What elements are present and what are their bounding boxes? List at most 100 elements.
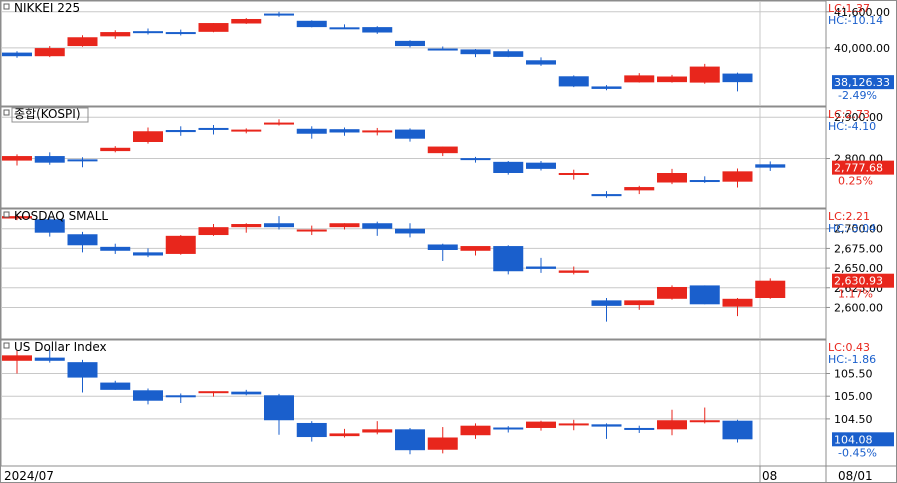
candle (722, 298, 753, 317)
candle-body (395, 429, 425, 451)
price-tag (832, 75, 894, 90)
price-label: 2,630.93 (834, 275, 883, 288)
candle (395, 427, 425, 455)
candle (526, 161, 556, 171)
candle-body (231, 129, 262, 132)
candle (231, 18, 262, 24)
candle (591, 85, 622, 91)
lc-label: LC:2.73 (828, 108, 870, 121)
hc-label: HC:-4.10 (828, 120, 876, 133)
candle (624, 73, 655, 83)
candle (689, 176, 720, 183)
candle (67, 157, 98, 168)
candle-body (264, 223, 294, 228)
candle-body (689, 180, 720, 183)
candle-body (67, 362, 98, 378)
candle-body (591, 86, 622, 89)
candle (296, 20, 327, 28)
candle (526, 420, 556, 431)
candle-body (2, 216, 32, 219)
candle-body (493, 51, 524, 57)
candle (296, 225, 327, 236)
panel-title-box (11, 107, 89, 123)
candle (34, 152, 65, 165)
candle-body (689, 66, 720, 83)
candle-body (657, 286, 687, 299)
candle-body (2, 156, 32, 161)
candle-body (427, 146, 458, 154)
panel-marker (3, 3, 10, 10)
candle (329, 24, 360, 30)
y-tick-label: 2,675.00 (834, 242, 883, 255)
candle (34, 217, 65, 237)
candle (165, 235, 196, 255)
candle (722, 419, 753, 443)
candle-body (558, 270, 589, 273)
y-tick-label: 2,900.00 (834, 111, 883, 124)
candle-body (2, 52, 32, 57)
candle (395, 223, 425, 238)
candle (34, 349, 65, 363)
candle (657, 285, 687, 300)
candle-body (329, 433, 360, 437)
candle-body (34, 156, 65, 163)
candle-body (395, 40, 425, 47)
candle (133, 388, 163, 405)
y-tick-label: 105.00 (834, 390, 873, 403)
candle-body (657, 420, 687, 430)
candle (395, 128, 425, 142)
price-tag (832, 273, 894, 288)
candle-body (624, 300, 655, 306)
candle (722, 168, 753, 188)
candle-body (198, 127, 229, 130)
candle (558, 75, 589, 88)
candle-body (133, 390, 163, 401)
candle (395, 40, 425, 48)
candle-body (624, 75, 655, 83)
lc-label: LC:0.43 (828, 341, 870, 354)
candle-body (2, 355, 32, 361)
candle (362, 26, 393, 34)
candle (591, 191, 622, 198)
candle-body (526, 60, 556, 65)
candle-body (755, 164, 786, 168)
candle (100, 30, 131, 39)
price-label: 38,126.33 (834, 76, 890, 89)
candle (657, 74, 687, 83)
panel-title: 종합(KOSPI) (14, 107, 81, 121)
candle (558, 266, 589, 275)
candle-body (493, 427, 524, 430)
candle (100, 146, 131, 153)
candle-body (395, 129, 425, 139)
candle-body (264, 395, 294, 421)
candle-body (296, 128, 327, 134)
candle-body (427, 437, 458, 450)
candle (526, 257, 556, 273)
candle (493, 161, 524, 175)
change-label: 1.17% (838, 288, 873, 301)
candle (362, 221, 393, 236)
candle (264, 119, 294, 126)
candle-body (100, 147, 131, 152)
candle-body (165, 235, 196, 254)
candle-body (296, 20, 327, 28)
candle (198, 23, 229, 33)
candle (689, 63, 720, 84)
candle-body (427, 48, 458, 51)
candle-body (133, 31, 163, 34)
candle (100, 380, 131, 390)
candle-body (558, 423, 589, 426)
candle-body (558, 173, 589, 175)
candle-body (591, 194, 622, 197)
candle (329, 428, 360, 438)
candle (460, 246, 491, 256)
candle (657, 168, 687, 185)
candle-body (198, 23, 229, 32)
candle (624, 300, 655, 310)
candle (689, 285, 720, 305)
candle (34, 46, 65, 58)
candle (722, 72, 753, 92)
candle-body (427, 244, 458, 250)
candle (526, 57, 556, 66)
